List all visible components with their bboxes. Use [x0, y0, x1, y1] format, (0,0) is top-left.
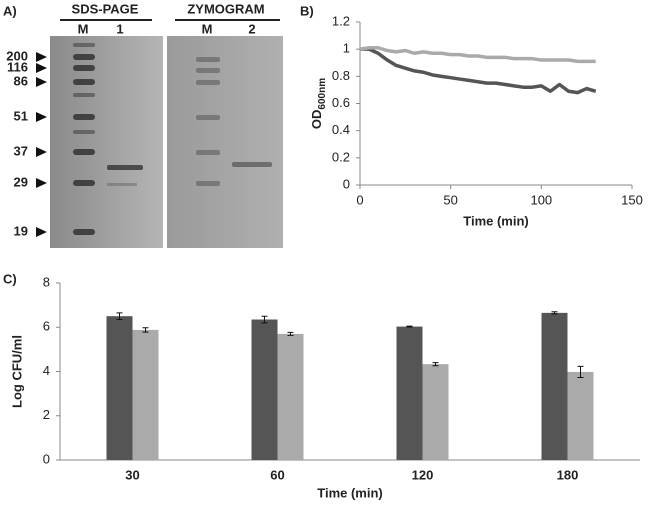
y-tick-label: 1	[343, 41, 350, 56]
marker-arrow	[36, 77, 47, 87]
band	[232, 162, 272, 167]
marker-label: 37	[14, 143, 28, 158]
y-tick-label: 0.2	[332, 149, 350, 164]
y-tick-label: 0	[343, 176, 350, 191]
band	[196, 57, 220, 62]
panel-label: C)	[3, 271, 17, 286]
bar	[251, 319, 278, 460]
y-tick-label: 0.6	[332, 95, 350, 110]
x-tick-label: 60	[270, 467, 284, 482]
band	[73, 65, 95, 71]
marker-label: 29	[14, 174, 28, 189]
y-tick-label: 6	[43, 319, 50, 334]
lane-label: 1	[116, 21, 123, 36]
x-tick-label: 50	[443, 192, 457, 207]
gel-image	[50, 36, 163, 248]
panel-label: B)	[300, 3, 314, 18]
marker-arrow	[36, 112, 47, 122]
gel-header: ZYMOGRAM	[187, 1, 264, 16]
band	[73, 229, 95, 235]
marker-label: 51	[14, 108, 28, 123]
band	[73, 93, 95, 97]
marker-arrow	[36, 63, 47, 73]
error-bar	[116, 312, 123, 321]
marker-label: 200	[6, 48, 28, 63]
bar	[106, 316, 133, 460]
line-series	[359, 46, 596, 64]
band	[73, 54, 95, 60]
band	[107, 183, 137, 186]
band	[73, 130, 95, 134]
x-tick-label: 180	[557, 467, 579, 482]
band	[196, 80, 220, 85]
band	[73, 180, 95, 186]
bar	[132, 329, 159, 460]
bar	[567, 371, 594, 460]
error-bar	[142, 327, 149, 333]
band	[107, 165, 143, 170]
bar	[541, 312, 568, 460]
error-bar	[406, 325, 413, 328]
error-bar	[287, 331, 294, 336]
x-tick-label: 150	[621, 192, 643, 207]
y-axis-title: OD600nm	[309, 78, 327, 129]
error-bar	[432, 362, 439, 367]
lane-label: 2	[248, 21, 255, 36]
y-tick-label: 4	[43, 363, 50, 378]
y-tick-label: 1.2	[332, 13, 350, 28]
y-axis-title: Log CFU/ml	[9, 335, 24, 408]
panel-label: A)	[3, 3, 17, 18]
x-axis-title: Time (min)	[463, 213, 529, 228]
band	[196, 150, 220, 155]
y-tick-label: 0	[43, 451, 50, 466]
band	[73, 114, 95, 120]
x-tick-label: 30	[125, 467, 139, 482]
bar	[396, 326, 423, 460]
line-series	[360, 47, 597, 95]
x-axis-title: Time (min)	[317, 485, 383, 500]
band	[73, 149, 95, 155]
marker-label: 19	[14, 223, 28, 238]
zymogram-image	[167, 36, 283, 248]
marker-label: 86	[14, 73, 28, 88]
y-tick-label: 8	[43, 274, 50, 289]
error-bar	[551, 311, 558, 315]
error-bar	[261, 315, 268, 324]
error-bar	[577, 365, 584, 378]
marker-arrow	[36, 52, 47, 62]
band	[73, 43, 95, 47]
x-tick-label: 120	[412, 467, 434, 482]
gel-bands	[73, 43, 272, 235]
lane-label: M	[202, 21, 213, 36]
band	[73, 79, 95, 85]
y-tick-label: 2	[43, 407, 50, 422]
bar	[422, 364, 449, 460]
marker-arrow	[36, 227, 47, 237]
band	[196, 181, 220, 186]
gel-header: SDS-PAGE	[72, 1, 139, 16]
y-tick-label: 0.8	[332, 68, 350, 83]
y-tick-label: 0.4	[332, 122, 350, 137]
lane-label: M	[78, 21, 89, 36]
x-tick-label: 0	[356, 192, 363, 207]
marker-arrow	[36, 147, 47, 157]
bar	[277, 333, 304, 460]
band	[196, 68, 220, 73]
marker-arrow	[36, 178, 47, 188]
x-tick-label: 100	[530, 192, 552, 207]
y-axis-title-sub: 600nm	[317, 78, 328, 110]
y-axis-title-main: OD	[309, 110, 324, 130]
band	[196, 115, 220, 120]
marker-label: 116	[7, 59, 28, 74]
